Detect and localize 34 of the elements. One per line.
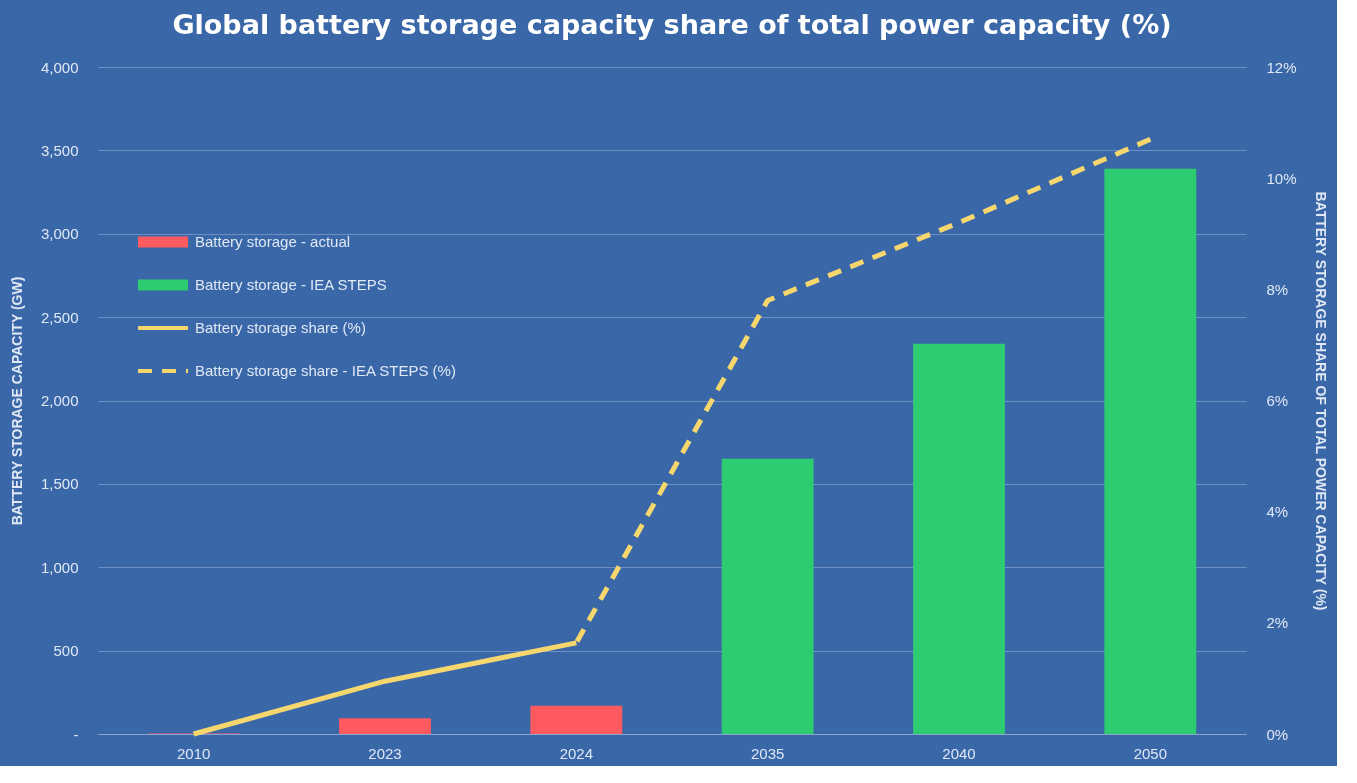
y-tick-label: 4,000 [40,58,79,76]
bar [913,343,1005,734]
y-tick-label: 3,500 [40,141,79,159]
x-tick-label: 2023 [368,744,402,762]
legend-label: Battery storage share (%) [195,319,366,336]
y-tick-label: 3,000 [40,225,79,243]
x-tick-label: 2010 [176,744,211,762]
bar [721,458,814,734]
legend-label: Battery storage - IEA STEPS [195,276,387,293]
legend-label: Battery storage share - IEA STEPS (%) [195,362,456,379]
x-tick-label: 2050 [1133,744,1168,762]
chart-title: Global battery storage capacity share of total power capacity (%) [172,9,1172,40]
y-tick-label: 1,500 [40,475,79,493]
x-tick-label: 2024 [559,744,594,762]
y-axis-title: BATTERY STORAGE CAPACITY (GW) [8,276,25,526]
x-tick-label: 2035 [750,744,785,762]
y2-tick-label: 10% [1266,169,1297,187]
x-tick-label: 2040 [942,744,976,762]
y2-tick-label: 12% [1266,58,1297,76]
y2-tick-label: 8% [1266,280,1289,298]
y-tick-label: 500 [53,642,79,660]
y-tick-label: 2,000 [40,392,79,409]
y2-tick-label: 4% [1266,503,1289,521]
y2-tick-label: 6% [1266,392,1289,409]
bar [530,705,623,734]
y-tick-label: 1,000 [40,558,79,576]
y-tick-label: 2,500 [40,308,79,326]
bar [339,718,431,734]
bar [1104,168,1197,734]
y-tick-label: - [73,725,79,743]
y2-tick-label: 0% [1266,725,1289,743]
y2-axis-title: BATTERY STORAGE SHARE OF TOTAL POWER CAPACITY (%) [1312,191,1329,611]
y2-tick-label: 2% [1266,614,1289,632]
legend-label: Battery storage - actual [195,233,351,250]
